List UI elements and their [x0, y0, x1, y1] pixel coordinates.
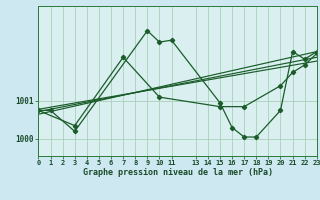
X-axis label: Graphe pression niveau de la mer (hPa): Graphe pression niveau de la mer (hPa) [83, 168, 273, 177]
